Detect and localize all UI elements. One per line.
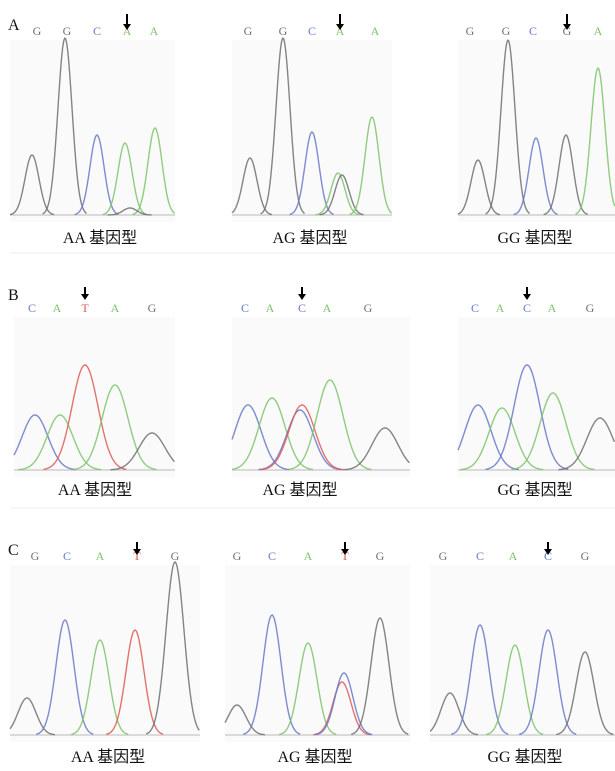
base-call: C xyxy=(241,301,249,315)
base-call: A xyxy=(96,549,105,563)
base-call: C xyxy=(268,549,276,563)
base-call: C xyxy=(298,301,306,315)
genotype-caption: AA 基因型 xyxy=(63,229,137,247)
base-call: C xyxy=(28,301,36,315)
genotype-caption: AA 基因型 xyxy=(71,748,145,766)
base-call: A xyxy=(150,24,159,38)
base-call: G xyxy=(439,549,448,563)
base-call: A xyxy=(509,549,518,563)
base-call: G xyxy=(63,24,72,38)
plot-area xyxy=(14,317,175,477)
base-call: G xyxy=(586,301,595,315)
base-call: T xyxy=(81,301,89,315)
panel-label: C xyxy=(8,542,19,559)
genotype-caption: AA 基因型 xyxy=(58,481,132,499)
base-call: C xyxy=(471,301,479,315)
base-call: A xyxy=(594,24,603,38)
base-call: G xyxy=(33,24,42,38)
panel-label: B xyxy=(8,287,19,304)
base-call: G xyxy=(466,24,475,38)
base-call: G xyxy=(233,549,242,563)
genotype-caption: GG 基因型 xyxy=(497,229,572,247)
plot-area xyxy=(10,40,175,222)
base-call: G xyxy=(31,549,40,563)
base-call: C xyxy=(529,24,537,38)
base-call: A xyxy=(111,301,120,315)
base-call: G xyxy=(279,24,288,38)
base-call: C xyxy=(63,549,71,563)
base-call: A xyxy=(548,301,557,315)
genotype-caption: AG 基因型 xyxy=(277,748,352,766)
base-call: A xyxy=(53,301,62,315)
panel-label: A xyxy=(8,17,20,34)
genotype-caption: AG 基因型 xyxy=(272,229,347,247)
base-call: G xyxy=(502,24,511,38)
base-call: A xyxy=(266,301,275,315)
plot-area xyxy=(225,565,410,742)
base-call: G xyxy=(148,301,157,315)
base-call: G xyxy=(171,549,180,563)
base-call: C xyxy=(93,24,101,38)
base-call: G xyxy=(581,549,590,563)
base-call: G xyxy=(244,24,253,38)
base-call: A xyxy=(371,24,380,38)
base-call: C xyxy=(308,24,316,38)
figure: AGGCAAAA 基因型GGCAAAG 基因型GGCGAGG 基因型BCATAG… xyxy=(0,0,615,771)
genotype-caption: AG 基因型 xyxy=(262,481,337,499)
base-call: G xyxy=(364,301,373,315)
base-call: A xyxy=(496,301,505,315)
base-call: G xyxy=(376,549,385,563)
plot-area xyxy=(458,40,615,222)
genotype-caption: GG 基因型 xyxy=(487,748,562,766)
base-call: C xyxy=(476,549,484,563)
genotype-caption: GG 基因型 xyxy=(497,481,572,499)
base-call: A xyxy=(323,301,332,315)
base-call: A xyxy=(304,549,313,563)
base-call: C xyxy=(523,301,531,315)
